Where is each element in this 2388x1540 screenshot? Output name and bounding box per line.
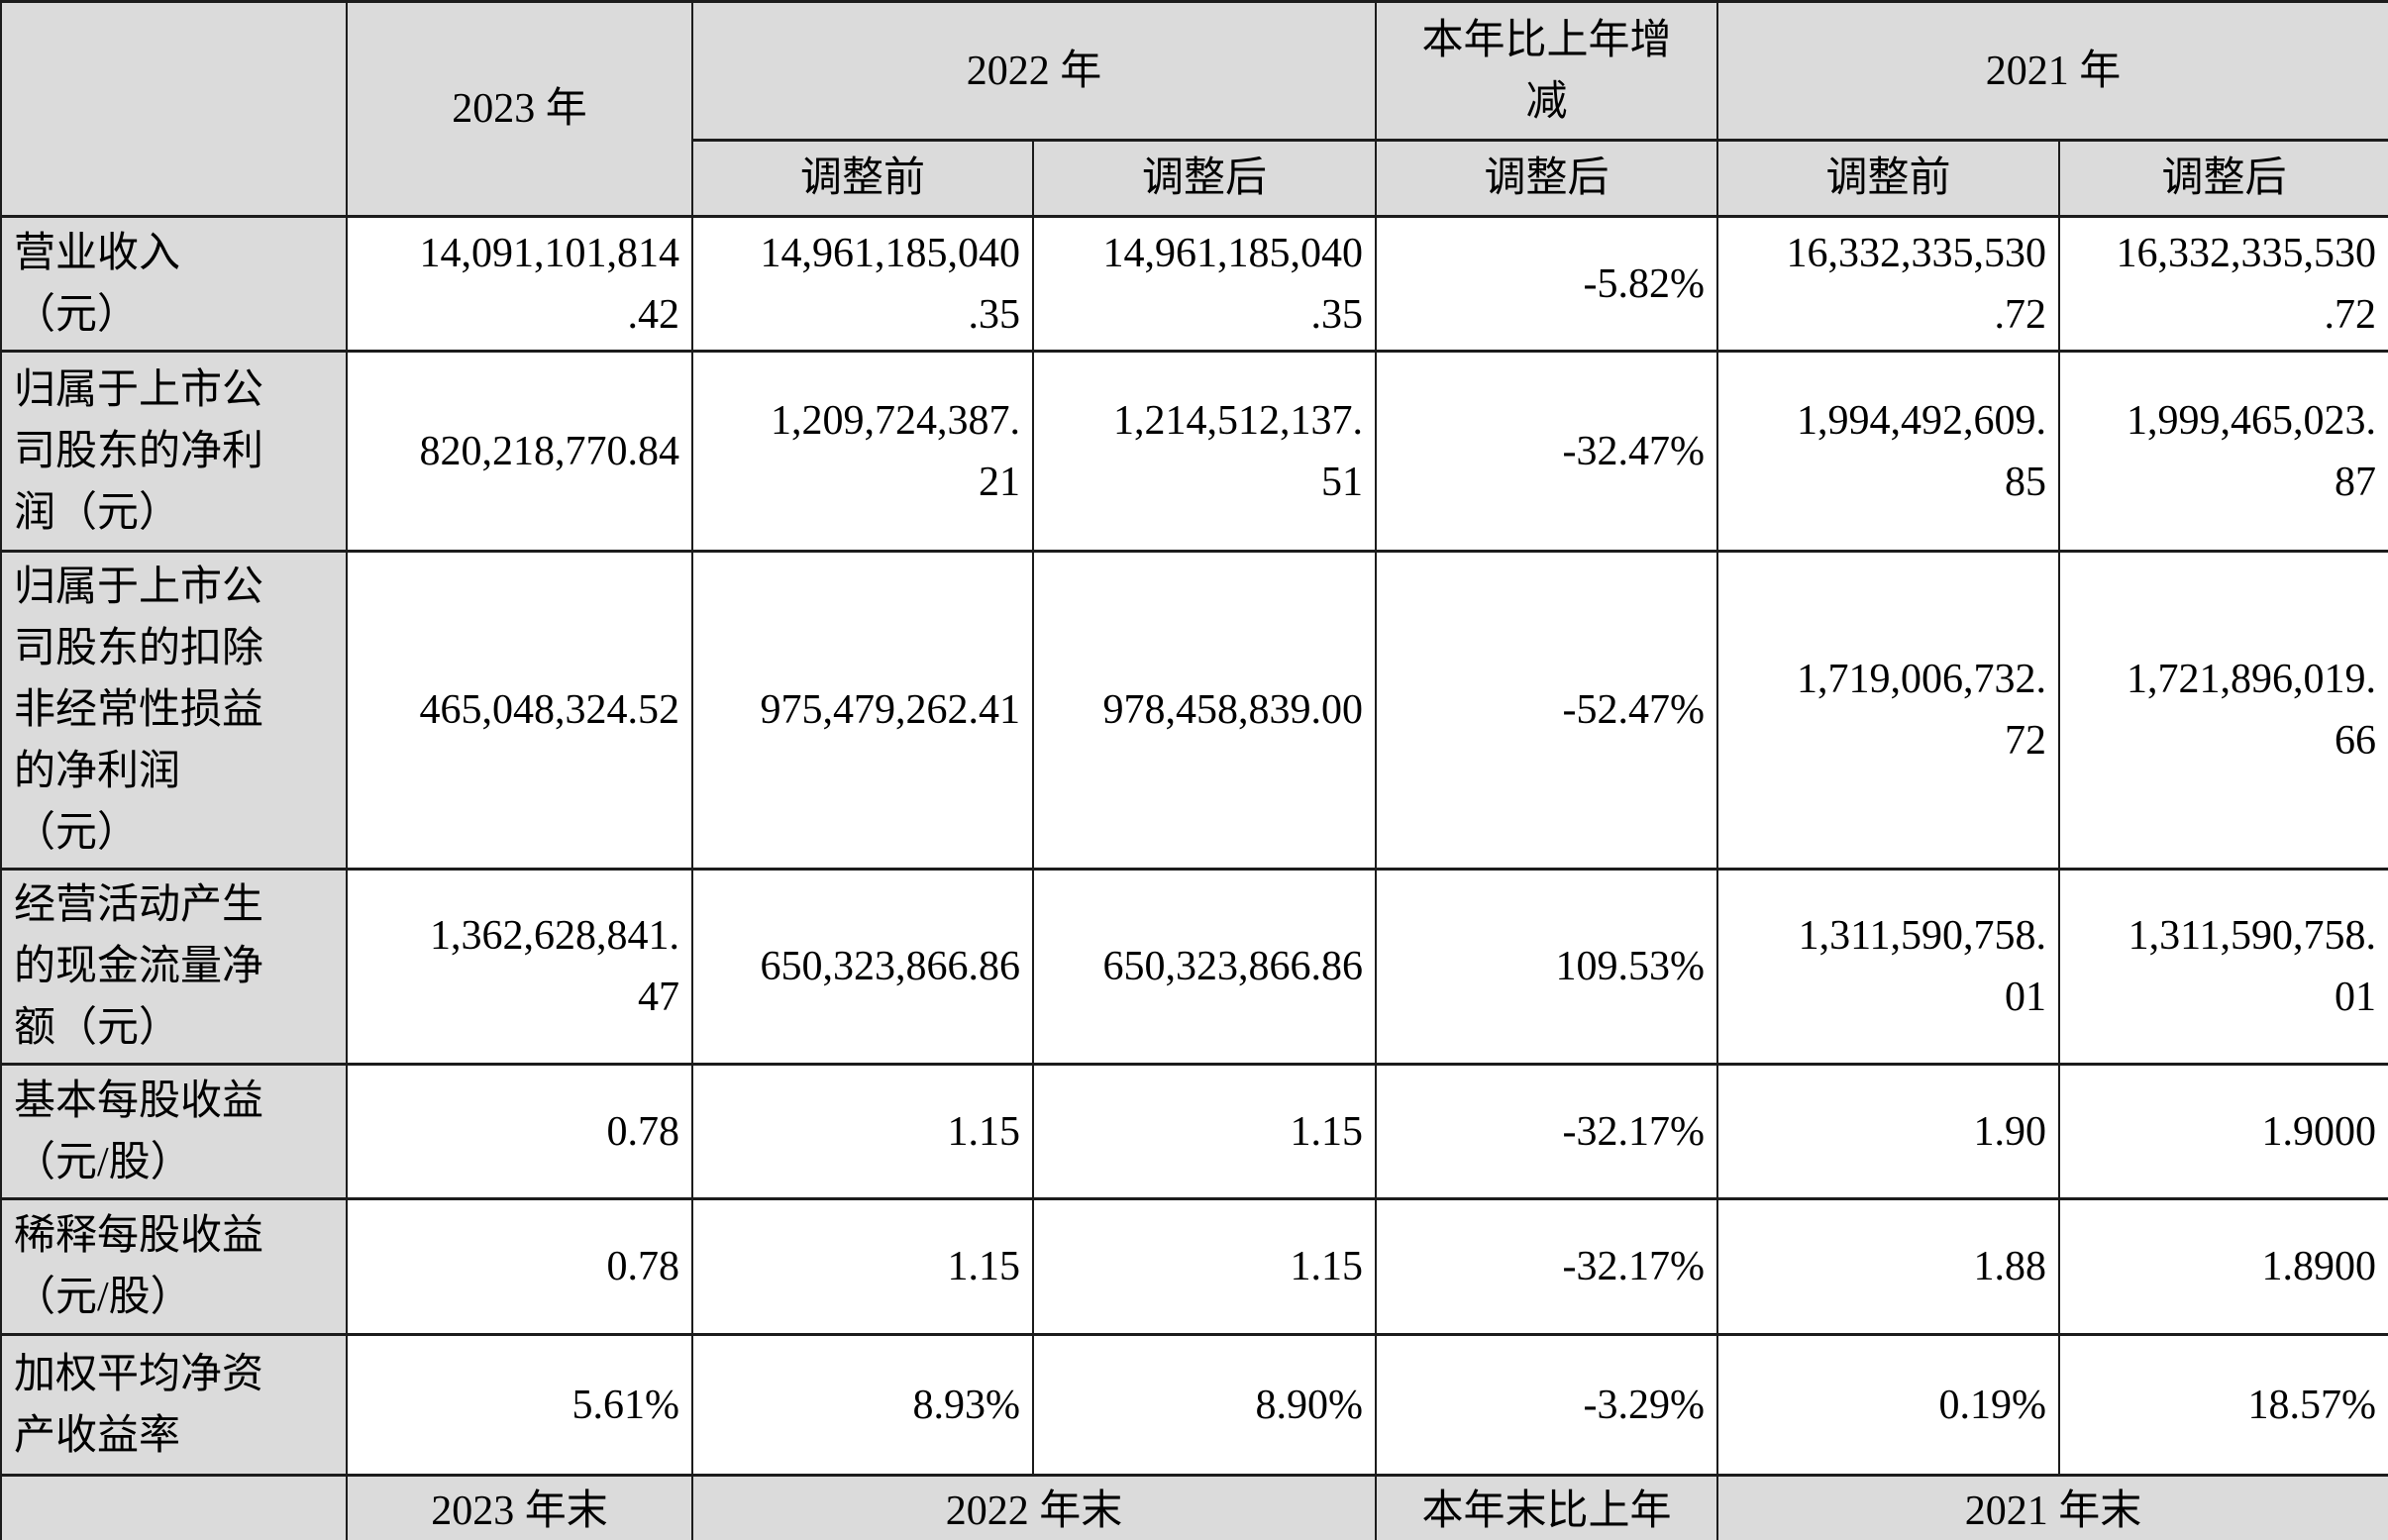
- value-cell: 8.90%: [1031, 1333, 1378, 1477]
- header-row-adjust: 调整前 调整后 调整后 调整前 调整后: [1, 139, 2388, 218]
- subheader-change-after: 调整后: [1375, 139, 1719, 218]
- footer-2023-end: 2023 年末: [346, 1474, 693, 1540]
- value-cell: 1.15: [691, 1197, 1034, 1336]
- value-cell: 465,048,324.52: [346, 550, 693, 871]
- value-cell: 14,961,185,040 .35: [691, 215, 1034, 353]
- value-cell: -52.47%: [1375, 550, 1719, 871]
- value-cell: 1.15: [1031, 1063, 1378, 1200]
- footer-corner-cell: [0, 1474, 348, 1540]
- value-cell: 0.19%: [1716, 1333, 2061, 1477]
- value-cell: 109.53%: [1375, 868, 1719, 1066]
- table-row: 归属于上市公 司股东的净利 润（元） 820,218,770.84 1,209,…: [0, 350, 2388, 553]
- footer-2022-end: 2022 年末: [690, 1474, 1378, 1540]
- value-cell: 1,719,006,732. 72: [1716, 550, 2061, 871]
- subheader-2022-before: 调整前: [691, 139, 1034, 218]
- corner-cell: [0, 0, 348, 218]
- value-cell: 975,479,262.41: [691, 550, 1034, 871]
- subheader-2022-after: 调整后: [1031, 139, 1378, 218]
- row-label-cell: 归属于上市公 司股东的扣除 非经常性损益 的净利润 （元）: [0, 550, 348, 871]
- subheader-2021-before: 调整前: [1716, 139, 2061, 218]
- value-cell: 1.9000: [2058, 1063, 2388, 1200]
- footer-change: 本年末比上年: [1375, 1474, 1719, 1540]
- value-cell: 18.57%: [2058, 1333, 2388, 1477]
- value-cell: 1,209,724,387. 21: [691, 350, 1034, 553]
- value-cell: 978,458,839.00: [1031, 550, 1378, 871]
- header-row-years: 2023 年 2022 年 本年比上年增 减 2021 年: [0, 0, 2388, 218]
- value-cell: 1,311,590,758. 01: [2058, 868, 2388, 1066]
- value-cell: 5.61%: [346, 1333, 693, 1477]
- row-label-cell: 加权平均净资 产收益率: [0, 1333, 348, 1477]
- row-label-cell: 基本每股收益 （元/股）: [0, 1063, 348, 1200]
- value-cell: 1,999,465,023. 87: [2058, 350, 2388, 553]
- table-row: 营业收入 （元） 14,091,101,814 .42 14,961,185,0…: [0, 215, 2388, 353]
- value-cell: -32.17%: [1375, 1197, 1719, 1336]
- value-cell: -32.17%: [1375, 1063, 1719, 1200]
- value-cell: 8.93%: [691, 1333, 1034, 1477]
- row-label-cell: 经营活动产生 的现金流量净 额（元）: [0, 868, 348, 1066]
- value-cell: 1,362,628,841. 47: [346, 868, 693, 1066]
- header-2023: 2023 年: [346, 0, 693, 218]
- value-cell: 1.88: [1716, 1197, 2061, 1336]
- value-cell: 1,214,512,137. 51: [1031, 350, 1378, 553]
- value-cell: 14,091,101,814 .42: [346, 215, 693, 353]
- value-cell: -3.29%: [1375, 1333, 1719, 1477]
- value-cell: 1,994,492,609. 85: [1716, 350, 2061, 553]
- header-change: 本年比上年增 减: [1375, 0, 1719, 142]
- row-label-cell: 归属于上市公 司股东的净利 润（元）: [0, 350, 348, 553]
- table-row: 经营活动产生 的现金流量净 额（元） 1,362,628,841. 47 650…: [0, 868, 2388, 1066]
- header-2021: 2021 年: [1716, 0, 2388, 142]
- value-cell: 16,332,335,530 .72: [2058, 215, 2388, 353]
- value-cell: 1,311,590,758. 01: [1716, 868, 2061, 1066]
- row-label-cell: 稀释每股收益 （元/股）: [0, 1197, 348, 1336]
- subheader-2021-after: 调整后: [2058, 139, 2388, 218]
- value-cell: 1.8900: [2058, 1197, 2388, 1336]
- header-2022: 2022 年: [690, 0, 1378, 142]
- table-row: 稀释每股收益 （元/股） 0.78 1.15 1.15 -32.17% 1.88…: [0, 1197, 2388, 1336]
- value-cell: 0.78: [346, 1197, 693, 1336]
- table-row: 基本每股收益 （元/股） 0.78 1.15 1.15 -32.17% 1.90…: [0, 1063, 2388, 1200]
- value-cell: 14,961,185,040 .35: [1031, 215, 1378, 353]
- value-cell: 650,323,866.86: [1031, 868, 1378, 1066]
- value-cell: 16,332,335,530 .72: [1716, 215, 2061, 353]
- row-label-cell: 营业收入 （元）: [0, 215, 348, 353]
- table-row: 加权平均净资 产收益率 5.61% 8.93% 8.90% -3.29% 0.1…: [0, 1333, 2388, 1477]
- table-row: 归属于上市公 司股东的扣除 非经常性损益 的净利润 （元） 465,048,32…: [0, 550, 2388, 871]
- value-cell: 650,323,866.86: [691, 868, 1034, 1066]
- value-cell: 820,218,770.84: [346, 350, 693, 553]
- value-cell: -5.82%: [1375, 215, 1719, 353]
- value-cell: -32.47%: [1375, 350, 1719, 553]
- footer-2021-end: 2021 年末: [1716, 1474, 2388, 1540]
- value-cell: 0.78: [346, 1063, 693, 1200]
- value-cell: 1.15: [691, 1063, 1034, 1200]
- value-cell: 1.90: [1716, 1063, 2061, 1200]
- value-cell: 1.15: [1031, 1197, 1378, 1336]
- footer-row-yearend: 2023 年末 2022 年末 本年末比上年 2021 年末: [0, 1474, 2388, 1540]
- value-cell: 1,721,896,019. 66: [2058, 550, 2388, 871]
